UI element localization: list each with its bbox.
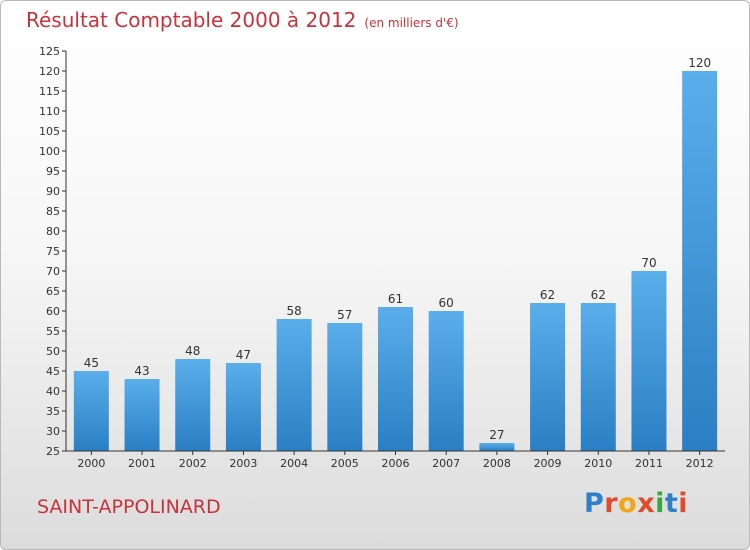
bar-2011 <box>631 271 667 451</box>
logo-letter: i <box>655 488 665 519</box>
bar-value-label: 43 <box>134 364 149 378</box>
bar-value-label: 58 <box>286 304 301 318</box>
bar-2003 <box>225 363 261 451</box>
y-tick-label: 30 <box>46 425 60 438</box>
x-tick-label: 2010 <box>584 457 612 470</box>
commune-name: SAINT-APPOLINARD <box>37 496 221 518</box>
bar-2006 <box>378 307 413 451</box>
chart-title-text: Résultat Comptable 2000 à 2012 <box>26 8 357 32</box>
y-tick-label: 90 <box>46 185 60 198</box>
bar-2005 <box>327 323 363 451</box>
y-tick-label: 115 <box>39 85 60 98</box>
x-tick-label: 2007 <box>432 457 460 470</box>
y-tick-label: 85 <box>46 205 60 218</box>
bar-2010 <box>580 303 616 451</box>
logo-letter: i <box>678 488 689 519</box>
x-tick-label: 2006 <box>382 457 410 470</box>
y-tick-label: 65 <box>46 285 60 298</box>
x-tick-label: 2004 <box>280 457 308 470</box>
x-tick-label: 2001 <box>128 457 156 470</box>
y-tick-label: 100 <box>39 145 60 158</box>
logo-letter: x <box>637 488 656 519</box>
x-tick-label: 2009 <box>534 457 562 470</box>
x-tick-label: 2000 <box>77 457 105 470</box>
x-tick-label: 2005 <box>331 457 359 470</box>
y-tick-label: 50 <box>46 345 60 358</box>
proxiti-logo: Proxiti <box>584 488 688 519</box>
x-tick-label: 2008 <box>483 457 511 470</box>
y-tick-label: 120 <box>39 65 60 78</box>
x-tick-label: 2002 <box>179 457 207 470</box>
bar-value-label: 62 <box>591 288 606 302</box>
y-tick-label: 55 <box>46 325 60 338</box>
bar-2004 <box>276 319 312 451</box>
y-tick-label: 80 <box>46 225 60 238</box>
y-tick-label: 125 <box>39 45 60 58</box>
y-tick-label: 35 <box>46 405 60 418</box>
y-tick-label: 60 <box>46 305 60 318</box>
y-tick-label: 105 <box>39 125 60 138</box>
bar-value-label: 60 <box>439 296 454 310</box>
bar-value-label: 47 <box>236 348 251 362</box>
chart-title: Résultat Comptable 2000 à 2012 (en millie… <box>26 8 459 32</box>
logo-letter: r <box>604 488 619 519</box>
y-tick-label: 25 <box>46 445 60 458</box>
logo-letter: o <box>618 488 638 519</box>
bar-2008 <box>479 443 515 451</box>
bar-2000 <box>73 371 109 451</box>
y-tick-label: 70 <box>46 265 60 278</box>
logo-letter: t <box>664 488 679 519</box>
y-tick-label: 95 <box>46 165 60 178</box>
bar-value-label: 27 <box>489 428 504 442</box>
bar-value-label: 62 <box>540 288 555 302</box>
bar-value-label: 70 <box>641 256 656 270</box>
bar-2009 <box>530 303 566 451</box>
bar-value-label: 120 <box>688 56 711 70</box>
x-tick-label: 2011 <box>635 457 663 470</box>
y-tick-label: 75 <box>46 245 60 258</box>
logo-letter: P <box>584 488 605 519</box>
chart-title-unit: (en milliers d'€) <box>364 16 459 30</box>
y-tick-label: 40 <box>46 385 60 398</box>
bar-value-label: 45 <box>84 356 99 370</box>
bars: 45 43 48 47 58 57 61 60 27 62 62 70 120 <box>73 56 718 451</box>
bar-value-label: 61 <box>388 292 403 306</box>
y-axis: 25 30 35 40 45 50 55 60 65 70 75 80 85 90 95 100 105 110 1… <box>39 45 67 458</box>
x-tick-label: 2003 <box>229 457 257 470</box>
bar-2007 <box>428 311 464 451</box>
bar-2001 <box>124 379 160 451</box>
bar-2012 <box>682 71 718 451</box>
x-tick-label: 2012 <box>686 457 714 470</box>
y-tick-label: 110 <box>39 105 60 118</box>
bar-value-label: 57 <box>337 308 352 322</box>
x-axis: 2000 2001 2002 2003 2004 2005 2006 2007 2008 2009… <box>66 450 725 470</box>
bar-value-label: 48 <box>185 344 200 358</box>
y-tick-label: 45 <box>46 365 60 378</box>
bar-2002 <box>175 359 211 451</box>
